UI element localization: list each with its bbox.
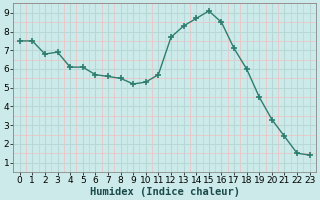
X-axis label: Humidex (Indice chaleur): Humidex (Indice chaleur): [90, 186, 240, 197]
